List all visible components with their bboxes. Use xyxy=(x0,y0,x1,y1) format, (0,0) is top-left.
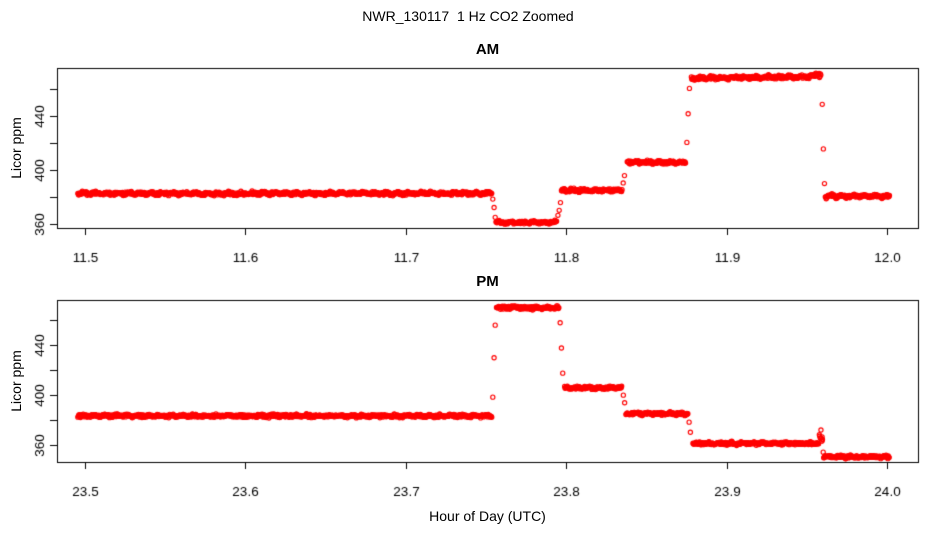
panel-title-am: AM xyxy=(475,41,500,58)
y-axis-label-pm: Licor ppm xyxy=(8,350,24,412)
y-axis-label-am: Licor ppm xyxy=(8,117,24,179)
x-axis-label: Hour of Day (UTC) xyxy=(429,508,546,524)
panel-title-pm: PM xyxy=(476,273,499,290)
chart-title: NWR_130117 1 Hz CO2 Zoomed xyxy=(362,8,574,24)
